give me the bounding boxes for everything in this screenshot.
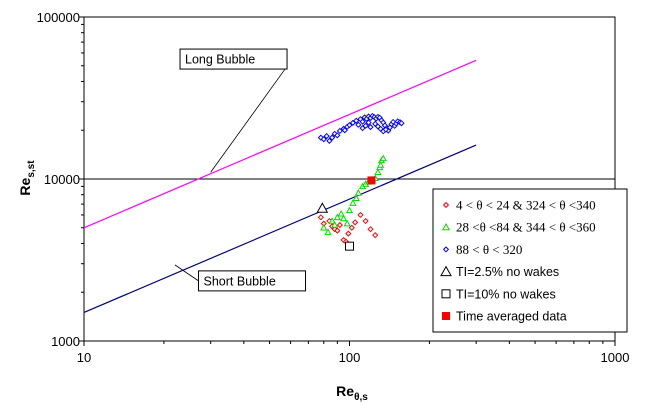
series-blue-point bbox=[346, 122, 353, 129]
legend-marker-3 bbox=[440, 265, 452, 277]
long-bubble-callout-box bbox=[179, 48, 288, 70]
legend-marker-2 bbox=[442, 246, 450, 253]
series-blue-point bbox=[341, 127, 348, 134]
series-blue-points bbox=[317, 112, 405, 144]
series-blue-point bbox=[367, 124, 374, 131]
series-green-point bbox=[352, 194, 360, 202]
series-blue-point bbox=[334, 132, 341, 139]
legend-marker-5 bbox=[442, 312, 450, 320]
x-axis-label-main: Re bbox=[336, 383, 354, 399]
x-tick-label-0: 10 bbox=[77, 350, 91, 365]
legend-box bbox=[432, 188, 628, 333]
series-blue-point bbox=[359, 125, 366, 132]
y-axis-label-subscript: s,st bbox=[26, 160, 37, 178]
series-green-point bbox=[339, 214, 348, 222]
legend-label-4: TI=10% no wakes bbox=[456, 287, 556, 301]
line-callouts: Long Bubble Short Bubble bbox=[174, 48, 307, 292]
legend-label-0: 4 < θ < 24 & 324 < θ <340 bbox=[456, 198, 596, 213]
reference-lines bbox=[83, 59, 477, 314]
series-green-point bbox=[349, 199, 357, 206]
short-bubble-callout-label: Short Bubble bbox=[204, 274, 276, 288]
y-tick-label-0: 1000 bbox=[51, 334, 80, 349]
series-tl10-point bbox=[345, 241, 354, 251]
series-red-point bbox=[362, 217, 369, 225]
series-blue-point bbox=[382, 126, 389, 133]
series-green-point bbox=[333, 213, 342, 221]
x-tick-label-1: 100 bbox=[339, 350, 361, 365]
series-tl25-points bbox=[316, 202, 329, 213]
series-green-point bbox=[354, 189, 363, 196]
long-bubble-callout-label: Long Bubble bbox=[185, 53, 255, 67]
series-red-point bbox=[367, 226, 374, 233]
series-tl10-points bbox=[345, 241, 354, 251]
data-points bbox=[316, 112, 405, 251]
series-green-point bbox=[331, 221, 339, 228]
legend: 4 < θ < 24 & 324 < θ <340 28 <θ <84 & 344… bbox=[432, 188, 628, 333]
legend-marker-4 bbox=[441, 289, 451, 299]
series-green-point bbox=[374, 168, 382, 176]
y-axis-ticks: 1000 10000 100000 bbox=[37, 10, 84, 349]
series-red-point bbox=[317, 214, 324, 221]
series-blue-point bbox=[365, 119, 372, 126]
x-tick-label-2: 1000 bbox=[601, 350, 630, 365]
short-bubble-line bbox=[83, 144, 477, 314]
y-tick-label-2: 100000 bbox=[37, 10, 80, 25]
x-axis-ticks: 10 100 1000 bbox=[77, 341, 630, 365]
series-blue-point bbox=[359, 118, 366, 125]
series-red-point bbox=[336, 221, 343, 229]
y-tick-label-1: 10000 bbox=[44, 172, 80, 187]
series-tl25-point bbox=[316, 202, 329, 213]
series-blue-point bbox=[355, 121, 362, 128]
series-time-averaged-point bbox=[367, 176, 376, 185]
y-axis-label-main: Re bbox=[17, 177, 33, 195]
series-red-point bbox=[372, 232, 379, 239]
series-green-point bbox=[328, 217, 336, 224]
legend-label-2: 88 < θ < 320 bbox=[456, 242, 522, 257]
series-blue-point bbox=[353, 117, 360, 124]
series-green-point bbox=[324, 228, 332, 235]
legend-marker-0 bbox=[442, 201, 450, 209]
series-time-averaged-points bbox=[367, 176, 376, 185]
legend-label-5: Time averaged data bbox=[456, 310, 567, 324]
x-axis-label-subscript: θ,s bbox=[354, 392, 368, 403]
long-bubble-line bbox=[83, 59, 477, 229]
series-red-point bbox=[348, 224, 355, 231]
series-blue-point bbox=[336, 127, 343, 135]
legend-marker-1 bbox=[441, 222, 451, 231]
series-blue-point bbox=[329, 134, 336, 141]
legend-label-3: TI=2.5% no wakes bbox=[456, 265, 559, 279]
series-green-point bbox=[320, 223, 328, 231]
series-red-point bbox=[334, 227, 341, 234]
series-red-point bbox=[357, 211, 364, 219]
series-green-point bbox=[345, 206, 354, 214]
series-green-point bbox=[343, 219, 351, 227]
short-bubble-leader-line bbox=[174, 264, 199, 282]
long-bubble-leader-line bbox=[210, 68, 286, 173]
legend-label-1: 28 <θ <84 & 344 < θ <360 bbox=[456, 220, 596, 235]
series-red-point bbox=[345, 230, 352, 237]
series-red-point bbox=[352, 219, 359, 226]
series-green-point bbox=[376, 161, 385, 168]
y-axis-label: Res,st bbox=[17, 160, 37, 196]
x-axis-label: Reθ,s bbox=[336, 383, 368, 403]
series-green-point bbox=[337, 209, 345, 217]
series-blue-point bbox=[398, 120, 405, 127]
series-blue-point bbox=[323, 132, 330, 140]
series-blue-point bbox=[320, 136, 327, 143]
series-blue-point bbox=[326, 137, 333, 144]
series-green-point bbox=[379, 154, 387, 162]
